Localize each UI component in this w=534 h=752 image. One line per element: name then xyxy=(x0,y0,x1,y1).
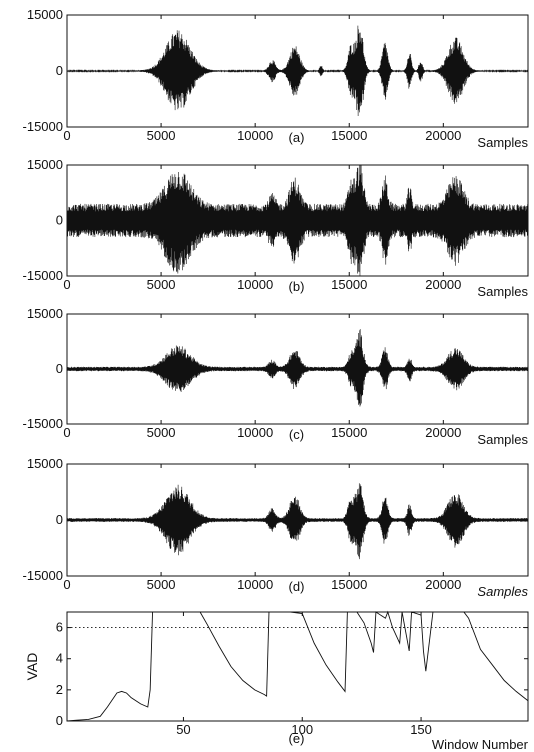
y-tick-label: 0 xyxy=(56,213,63,228)
panel-e: 50 100 150 0 2 4 6 (e) Window Number VAD xyxy=(24,610,529,752)
x-tick-label: 10000 xyxy=(237,277,273,292)
x-tick-label: 20000 xyxy=(425,577,461,592)
x-tick-label: 15000 xyxy=(331,128,367,143)
panel-label: (c) xyxy=(289,427,304,442)
y-axis-label: VAD xyxy=(24,653,40,681)
x-tick-label: 5000 xyxy=(147,277,176,292)
x-axis-label: Window Number xyxy=(432,737,529,752)
x-tick-label: 10000 xyxy=(237,577,273,592)
y-tick-label: 0 xyxy=(56,713,63,728)
x-tick-label: 20000 xyxy=(425,425,461,440)
waveform-b xyxy=(66,164,529,276)
y-tick-label: 0 xyxy=(56,361,63,376)
y-tick-label: 0 xyxy=(56,63,63,78)
x-tick-label: 15000 xyxy=(331,577,367,592)
y-tick-label: -15000 xyxy=(23,119,63,134)
x-tick-label: 20000 xyxy=(425,277,461,292)
y-tick-label: 0 xyxy=(56,512,63,527)
waveform-d xyxy=(66,483,529,560)
panel-label: (e) xyxy=(289,731,305,746)
x-tick-label: 100 xyxy=(291,722,313,737)
x-tick-label: 50 xyxy=(176,722,190,737)
x-tick-label: 5000 xyxy=(147,128,176,143)
y-tick-label: 15000 xyxy=(27,7,63,22)
y-tick-label: -15000 xyxy=(23,568,63,583)
x-axis-label: Samples xyxy=(477,135,528,150)
y-tick-label: 4 xyxy=(56,651,63,666)
x-tick-label: 20000 xyxy=(425,128,461,143)
x-tick-label: 0 xyxy=(63,425,70,440)
panel-label: (a) xyxy=(289,130,305,145)
y-tick-label: 2 xyxy=(56,682,63,697)
waveform-c xyxy=(66,329,529,407)
y-tick-label: -15000 xyxy=(23,416,63,431)
vad-curve xyxy=(66,610,529,722)
y-tick-label: 15000 xyxy=(27,306,63,321)
x-tick-label: 5000 xyxy=(147,425,176,440)
y-tick-label: 15000 xyxy=(27,157,63,172)
x-tick-label: 15000 xyxy=(331,277,367,292)
x-tick-label: 10000 xyxy=(237,425,273,440)
y-tick-label: 15000 xyxy=(27,456,63,471)
x-axis-label: Samples xyxy=(477,284,528,299)
x-tick-label: 0 xyxy=(63,277,70,292)
x-tick-label: 0 xyxy=(63,128,70,143)
waveform-a xyxy=(66,25,529,117)
panel-label: (b) xyxy=(289,279,305,294)
x-tick-label: 10000 xyxy=(237,128,273,143)
x-tick-label: 150 xyxy=(410,722,432,737)
axes-frame xyxy=(66,611,529,722)
x-axis-label: Samples xyxy=(477,584,528,599)
x-tick-label: 0 xyxy=(63,577,70,592)
y-tick-label: -15000 xyxy=(23,268,63,283)
x-tick-label: 15000 xyxy=(331,425,367,440)
x-tick-label: 5000 xyxy=(147,577,176,592)
x-axis-label: Samples xyxy=(477,432,528,447)
panel-label: (d) xyxy=(289,579,305,594)
y-tick-label: 6 xyxy=(56,620,63,635)
